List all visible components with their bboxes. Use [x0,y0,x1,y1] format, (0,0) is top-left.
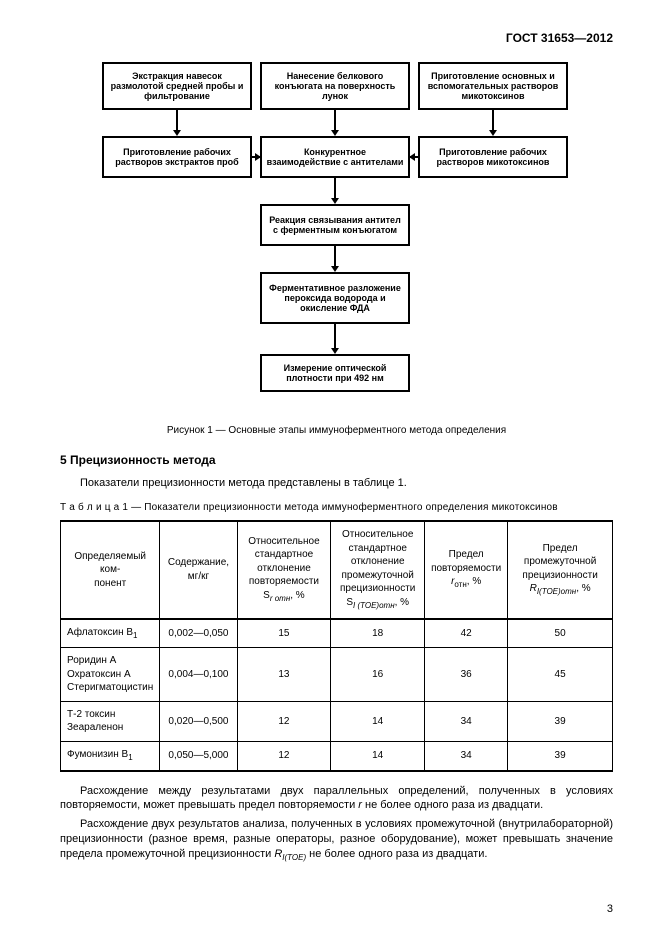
flow-node-1: Экстракция навесок размолотой средней пр… [102,62,252,110]
flow-node-3: Приготовление основных и вспомогательных… [418,62,568,110]
figure-caption: Рисунок 1 — Основные этапы иммунофермент… [60,424,613,438]
paragraph-2: Расхождение двух результатов анализа, по… [60,817,613,864]
table-row: Роридин АОхратоксин АСтеригматоцистин 0,… [61,648,613,702]
flow-node-6: Приготовление рабочих растворов микотокс… [418,136,568,178]
flow-node-4: Приготовление рабочих растворов экстракт… [102,136,252,178]
th-r: Пределповторяемостиrотн, % [425,521,508,618]
th-component: Определяемый ком-понент [61,521,160,618]
page-number: 3 [607,902,613,917]
table-row: Фумонизин B1 0,050—5,000 12 14 34 39 [61,741,613,770]
table-row: Т-2 токсинЗеараленон 0,020—0,500 12 14 3… [61,701,613,741]
section-intro: Показатели прецизионности метода предста… [60,476,613,491]
flow-node-8: Ферментативное разложение пероксида водо… [260,272,410,324]
flow-node-5: Конкурентное взаимодействие с антителами [260,136,410,178]
th-content: Содержание,мг/кг [160,521,237,618]
th-si: Относительноестандартноеотклонениепромеж… [331,521,425,618]
table-row: Афлатоксин B1 0,002—0,050 15 18 42 50 [61,619,613,648]
th-sr: Относительноестандартноеотклонениеповтор… [237,521,331,618]
paragraph-1: Расхождение между результатами двух пара… [60,784,613,814]
flowchart: Экстракция навесок размолотой средней пр… [60,56,613,416]
flow-node-7: Реакция связывания антител с ферментным … [260,204,410,246]
flow-node-9: Измерение оптической плотности при 492 н… [260,354,410,392]
flow-node-2: Нанесение белкового конъюгата на поверхн… [260,62,410,110]
th-R: ПределпромежуточнойпрецизионностиRI(TOE)… [508,521,613,618]
document-code: ГОСТ 31653—2012 [60,30,613,46]
table-caption: Т а б л и ц а 1 — Показатели прецизионно… [60,501,613,515]
section-heading: 5 Прецизионность метода [60,452,613,468]
precision-table: Определяемый ком-понент Содержание,мг/кг… [60,520,613,771]
